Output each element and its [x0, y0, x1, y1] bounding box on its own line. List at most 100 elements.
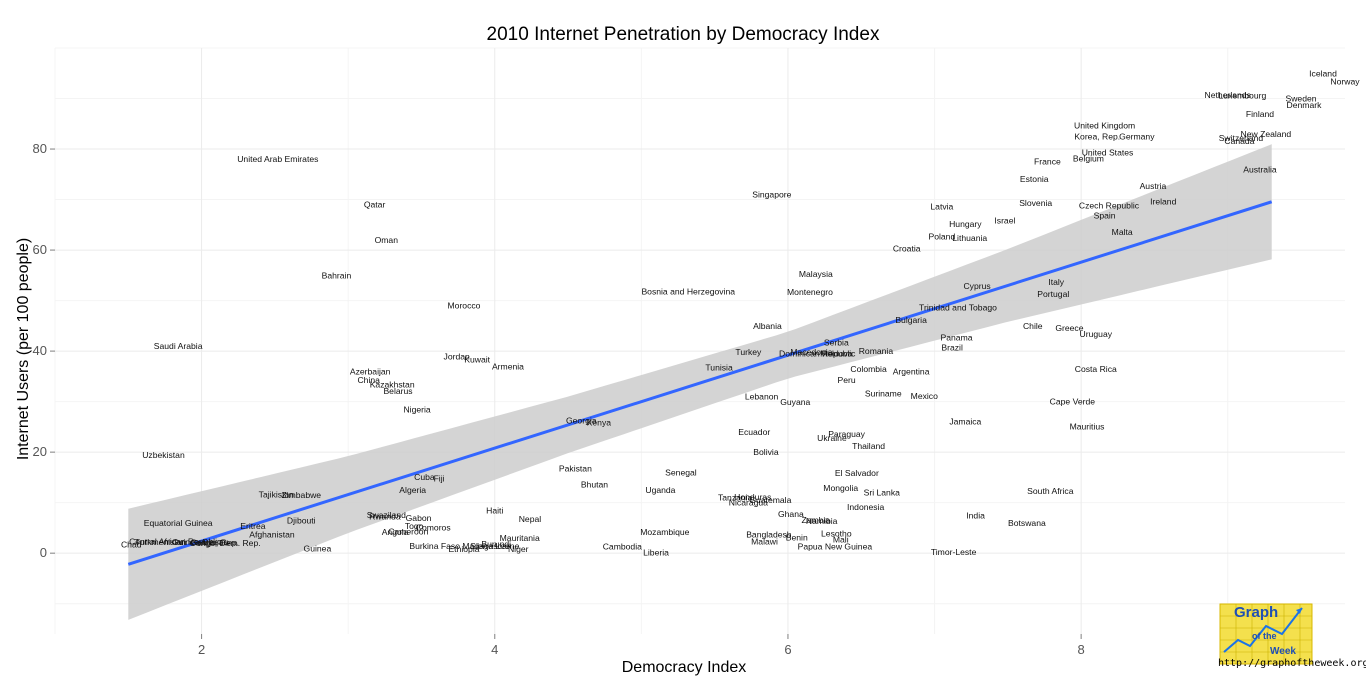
point-label: Cyprus — [963, 281, 990, 291]
logo-text-graph: Graph — [1234, 604, 1278, 621]
point-label: Cuba — [414, 472, 435, 482]
point-label: Malta — [1112, 227, 1133, 237]
point-label: Lesotho — [821, 528, 852, 538]
point-label: Ukraine — [817, 433, 847, 443]
point-label: Botswana — [1008, 518, 1046, 528]
point-label: Ethiopia — [448, 544, 479, 554]
point-label: Indonesia — [847, 502, 884, 512]
point-label: Portugal — [1037, 289, 1069, 299]
y-tick-label: 40 — [33, 343, 47, 358]
point-label: Namibia — [806, 516, 838, 526]
point-label: Comoros — [416, 522, 451, 532]
point-label: Uzbekistan — [142, 450, 185, 460]
point-label: Slovenia — [1019, 198, 1052, 208]
chart-title: 2010 Internet Penetration by Democracy I… — [487, 24, 880, 45]
point-label: Colombia — [850, 364, 887, 374]
point-label: Romania — [859, 346, 894, 356]
point-label: Sierra Leone — [470, 541, 519, 551]
point-label: Kuwait — [464, 355, 490, 365]
point-label: Albania — [753, 321, 782, 331]
point-label: Netherlands — [1205, 90, 1251, 100]
point-label: Afghanistan — [249, 529, 295, 539]
point-label: Morocco — [448, 301, 481, 311]
point-label: Malaysia — [799, 269, 833, 279]
point-label: Guyana — [780, 397, 810, 407]
point-label: Lebanon — [745, 392, 779, 402]
point-label: Turkmenistan — [135, 537, 187, 547]
point-label: Lithuania — [952, 233, 987, 243]
point-label: Greece — [1055, 323, 1083, 333]
point-label: Madagascar — [462, 541, 509, 551]
graph-of-the-week-logo: Graph of the Week — [1216, 600, 1356, 672]
point-label: Ireland — [1150, 197, 1176, 207]
point-label: Uganda — [645, 485, 675, 495]
point-label: Mongolia — [823, 483, 858, 493]
point-label: Czech Republic — [1079, 201, 1140, 211]
point-label: Australia — [1243, 165, 1277, 175]
point-label: Peru — [838, 375, 856, 385]
x-tick-label: 4 — [491, 642, 498, 657]
point-label: Tanzania — [718, 493, 753, 503]
point-label: Nigeria — [403, 405, 430, 415]
point-label: Saudi Arabia — [154, 341, 203, 351]
point-label: Norway — [1330, 76, 1360, 86]
point-label: Canada — [1224, 136, 1254, 146]
point-label: Hungary — [949, 219, 982, 229]
point-label: Sri Lanka — [864, 488, 901, 498]
point-label: United Kingdom — [1074, 120, 1135, 130]
point-label: Congo, Rep. — [191, 538, 239, 548]
point-label: Mozambique — [640, 527, 689, 537]
point-label: New Zealand — [1241, 129, 1292, 139]
point-label: Niger — [508, 544, 529, 554]
point-label: Equatorial Guinea — [144, 518, 213, 528]
point-label: Israel — [994, 215, 1015, 225]
point-label: Cape Verde — [1050, 397, 1096, 407]
point-label: Zimbabwe — [281, 490, 321, 500]
point-label: Rwanda — [369, 511, 401, 521]
point-label: Chile — [1023, 321, 1043, 331]
point-label: Mali — [833, 535, 849, 545]
point-label: Latvia — [930, 202, 953, 212]
point-label: Ecuador — [738, 427, 770, 437]
point-label: Burundi — [481, 539, 511, 549]
point-label: Serbia — [824, 338, 849, 348]
x-tick-label: 2 — [198, 642, 205, 657]
point-label: Croatia — [893, 244, 921, 254]
point-label: Brazil — [941, 343, 963, 353]
point-label: Luxembourg — [1218, 90, 1266, 100]
point-label: Mauritius — [1070, 421, 1105, 431]
point-label: Costa Rica — [1075, 364, 1117, 374]
point-label: Eritrea — [240, 521, 266, 531]
point-label: Turkey — [735, 347, 762, 357]
point-label: Finland — [1246, 109, 1274, 119]
point-label: Nepal — [519, 514, 542, 524]
point-label: Mexico — [911, 391, 938, 401]
point-label: China — [357, 375, 380, 385]
point-label: Moldova — [820, 349, 853, 359]
point-label: Mauritania — [500, 533, 540, 543]
point-label: Switzerland — [1219, 133, 1264, 143]
point-label: Kenya — [587, 417, 612, 427]
point-label: Bosnia and Herzegovina — [641, 286, 735, 296]
trend-line-path — [127, 200, 1273, 566]
point-label: Dominican Republic — [779, 349, 856, 359]
point-label: Poland — [928, 231, 955, 241]
point-label: South Africa — [1027, 486, 1074, 496]
point-label: Korea, Rep. — [1074, 131, 1120, 141]
point-label: Oman — [375, 235, 399, 245]
x-tick-label: 8 — [1078, 642, 1085, 657]
logo-text-week: Week — [1270, 646, 1296, 657]
point-label: Germany — [1119, 131, 1155, 141]
point-label: Suriname — [865, 389, 902, 399]
point-label: Bhutan — [581, 479, 608, 489]
point-label: Austria — [1140, 181, 1167, 191]
point-label: Jamaica — [949, 416, 981, 426]
point-label: Angola — [382, 527, 409, 537]
point-label: Bolivia — [753, 447, 779, 457]
x-axis-title: Democracy Index — [622, 659, 747, 676]
point-label: Malawi — [751, 537, 778, 547]
point-label: Qatar — [364, 200, 386, 210]
point-label: Togo — [405, 521, 424, 531]
